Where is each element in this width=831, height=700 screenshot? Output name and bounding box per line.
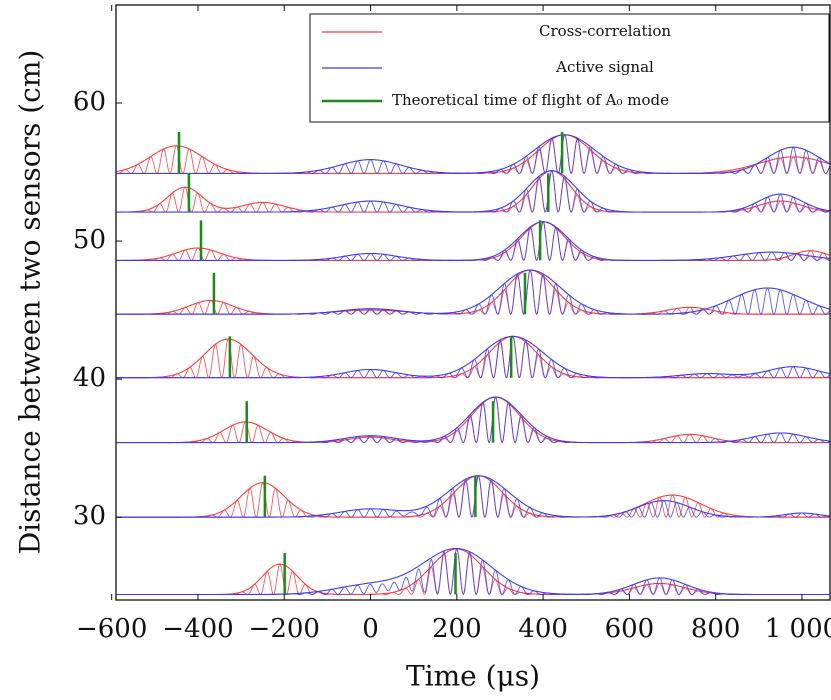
cross-correlation-envelope: [116, 396, 830, 444]
active-signal-envelope: [116, 134, 830, 174]
legend-label: Cross-correlation: [539, 22, 671, 40]
plot-frame: [115, 4, 831, 601]
x-axis-label: Time (μs): [406, 660, 540, 693]
active-signal-envelope: [116, 221, 830, 261]
cross-correlation-wave: [116, 396, 830, 444]
legend: Cross-correlation Active signal Theoretica…: [309, 13, 830, 123]
x-tick-label: −600: [76, 614, 147, 644]
y-tick-label: 60: [73, 87, 106, 117]
cross-correlation-envelope: [116, 335, 830, 379]
traces: [116, 132, 830, 596]
x-tick-label: −200: [249, 614, 320, 644]
cross-correlation-envelope: [116, 170, 830, 213]
active-signal-envelope: [116, 335, 830, 379]
active-signal-envelope: [116, 547, 830, 596]
cross-correlation-envelope: [116, 134, 830, 174]
y-axis-label: Distance between two sensors (cm): [14, 50, 47, 555]
x-tick-label: 200: [432, 614, 482, 644]
y-tick-label: 40: [73, 363, 106, 393]
legend-label: Theoretical time of flight of A₀ mode: [392, 91, 669, 109]
active-signal-wave: [116, 548, 830, 596]
cross-correlation-envelope: [116, 475, 830, 518]
x-tick-label: 800: [691, 614, 741, 644]
active-signal-envelope: [116, 170, 830, 213]
x-tick-label: 600: [605, 614, 655, 644]
active-signal-wave: [116, 170, 830, 213]
cross-correlation-envelope: [116, 548, 830, 596]
y-tick-label: 30: [73, 501, 106, 531]
x-tick-label: −400: [162, 614, 233, 644]
cross-correlation-wave: [116, 335, 830, 379]
y-tick-label: 50: [73, 225, 106, 255]
cross-correlation-envelope: [116, 221, 830, 261]
x-tick-label: 0: [362, 614, 379, 644]
active-signal-envelope: [116, 396, 830, 444]
x-tick-label: 1 000: [765, 614, 831, 644]
active-signal-envelope: [116, 269, 830, 315]
cross-correlation-wave: [116, 170, 830, 213]
legend-label: Active signal: [555, 58, 654, 76]
cross-correlation-envelope: [116, 269, 830, 315]
cross-correlation-wave: [116, 269, 830, 316]
active-signal-wave: [116, 396, 830, 444]
legend-box: [309, 13, 830, 123]
active-signal-envelope: [116, 475, 830, 518]
active-signal-wave: [116, 269, 830, 316]
x-tick-label: 400: [518, 614, 568, 644]
